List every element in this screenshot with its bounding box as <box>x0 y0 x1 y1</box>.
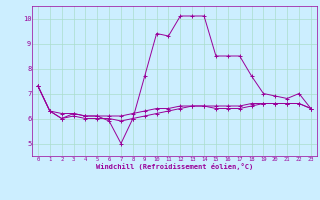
X-axis label: Windchill (Refroidissement éolien,°C): Windchill (Refroidissement éolien,°C) <box>96 163 253 170</box>
